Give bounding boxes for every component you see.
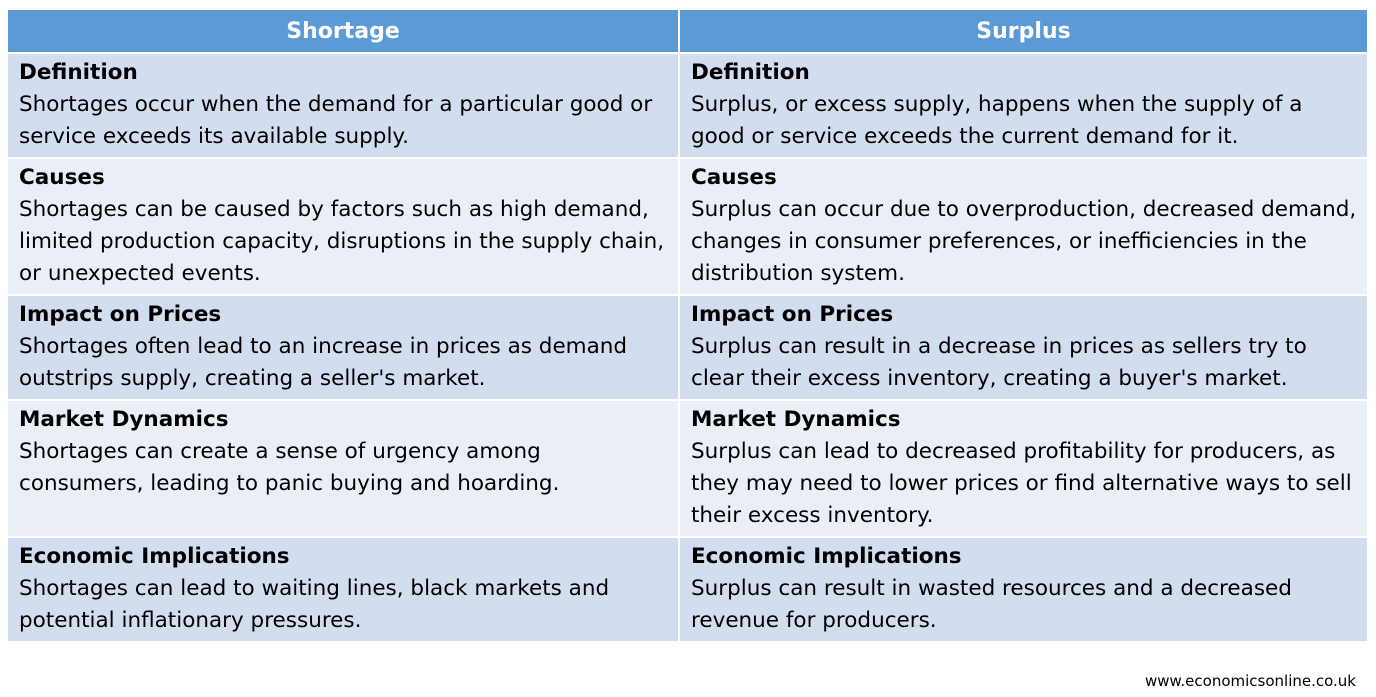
shortage-cell: Causes Shortages can be caused by factor…	[8, 158, 680, 296]
table-header-row: Shortage Surplus	[8, 10, 1367, 54]
cell-heading: Market Dynamics	[19, 407, 229, 432]
cell-heading: Economic Implications	[691, 544, 962, 569]
cell-heading: Definition	[19, 60, 138, 85]
table-row-definition: Definition Shortages occur when the dema…	[8, 53, 1367, 159]
surplus-cell: Causes Surplus can occur due to overprod…	[679, 158, 1367, 296]
cell-text: Shortages can lead to waiting lines, bla…	[19, 576, 610, 633]
surplus-cell: Market Dynamics Surplus can lead to decr…	[679, 400, 1367, 538]
cell-text: Shortages often lead to an increase in p…	[19, 334, 628, 391]
cell-heading: Impact on Prices	[691, 302, 894, 327]
cell-heading: Economic Implications	[19, 544, 290, 569]
cell-text: Shortages occur when the demand for a pa…	[19, 92, 653, 149]
shortage-cell: Impact on Prices Shortages often lead to…	[8, 295, 680, 401]
cell-text: Surplus can result in a decrease in pric…	[691, 334, 1307, 391]
cell-text: Surplus, or excess supply, happens when …	[691, 92, 1303, 149]
cell-text: Surplus can lead to decreased profitabil…	[691, 439, 1352, 528]
surplus-cell: Impact on Prices Surplus can result in a…	[679, 295, 1367, 401]
cell-heading: Causes	[19, 165, 105, 190]
column-header-shortage: Shortage	[8, 10, 680, 54]
cell-text: Surplus can result in wasted resources a…	[691, 576, 1292, 633]
source-url: www.economicsonline.co.uk	[1144, 672, 1356, 690]
cell-heading: Market Dynamics	[691, 407, 901, 432]
cell-text: Shortages can be caused by factors such …	[19, 197, 665, 286]
shortage-cell: Market Dynamics Shortages can create a s…	[8, 400, 680, 538]
surplus-cell: Economic Implications Surplus can result…	[679, 537, 1367, 643]
cell-text: Surplus can occur due to overproduction,…	[691, 197, 1357, 286]
cell-heading: Definition	[691, 60, 810, 85]
table-row-market-dynamics: Market Dynamics Shortages can create a s…	[8, 400, 1367, 538]
column-header-surplus: Surplus	[679, 10, 1367, 54]
table-row-economic-implications: Economic Implications Shortages can lead…	[8, 537, 1367, 643]
comparison-table: Shortage Surplus Definition Shortages oc…	[8, 10, 1367, 643]
surplus-cell: Definition Surplus, or excess supply, ha…	[679, 53, 1367, 159]
cell-heading: Causes	[691, 165, 777, 190]
table-row-causes: Causes Shortages can be caused by factor…	[8, 158, 1367, 296]
cell-text: Shortages can create a sense of urgency …	[19, 439, 560, 496]
cell-heading: Impact on Prices	[19, 302, 222, 327]
table-row-impact-on-prices: Impact on Prices Shortages often lead to…	[8, 295, 1367, 401]
shortage-cell: Economic Implications Shortages can lead…	[8, 537, 680, 643]
shortage-cell: Definition Shortages occur when the dema…	[8, 53, 680, 159]
